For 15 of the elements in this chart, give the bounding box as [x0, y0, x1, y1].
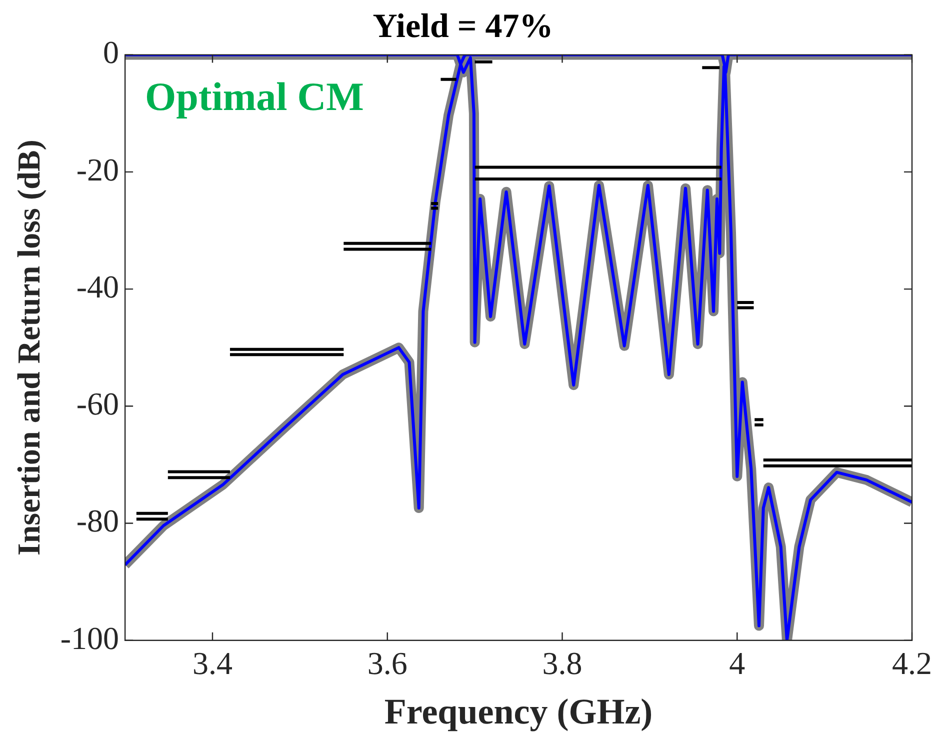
y-tick-label: -80: [76, 502, 120, 539]
y-tick-label: 0: [103, 34, 120, 70]
x-tick-label: 3.6: [367, 645, 408, 682]
y-axis-title: Insertion and Return loss (dB): [10, 140, 46, 556]
x-tick-label: 4: [729, 645, 746, 682]
x-axis-title: Frequency (GHz): [384, 692, 653, 732]
y-tick-label: -100: [60, 620, 120, 656]
y-tick-label: -40: [76, 268, 120, 304]
y-tick-label: -20: [76, 151, 120, 188]
chart-title: Yield = 47%: [372, 8, 554, 46]
x-tick-label: 4.2: [892, 645, 932, 682]
x-tick-label: 3.8: [542, 645, 582, 682]
x-tick-label: 3.4: [192, 645, 232, 682]
y-tick-label: -60: [76, 386, 120, 422]
annotation: Optimal CM: [145, 74, 364, 120]
